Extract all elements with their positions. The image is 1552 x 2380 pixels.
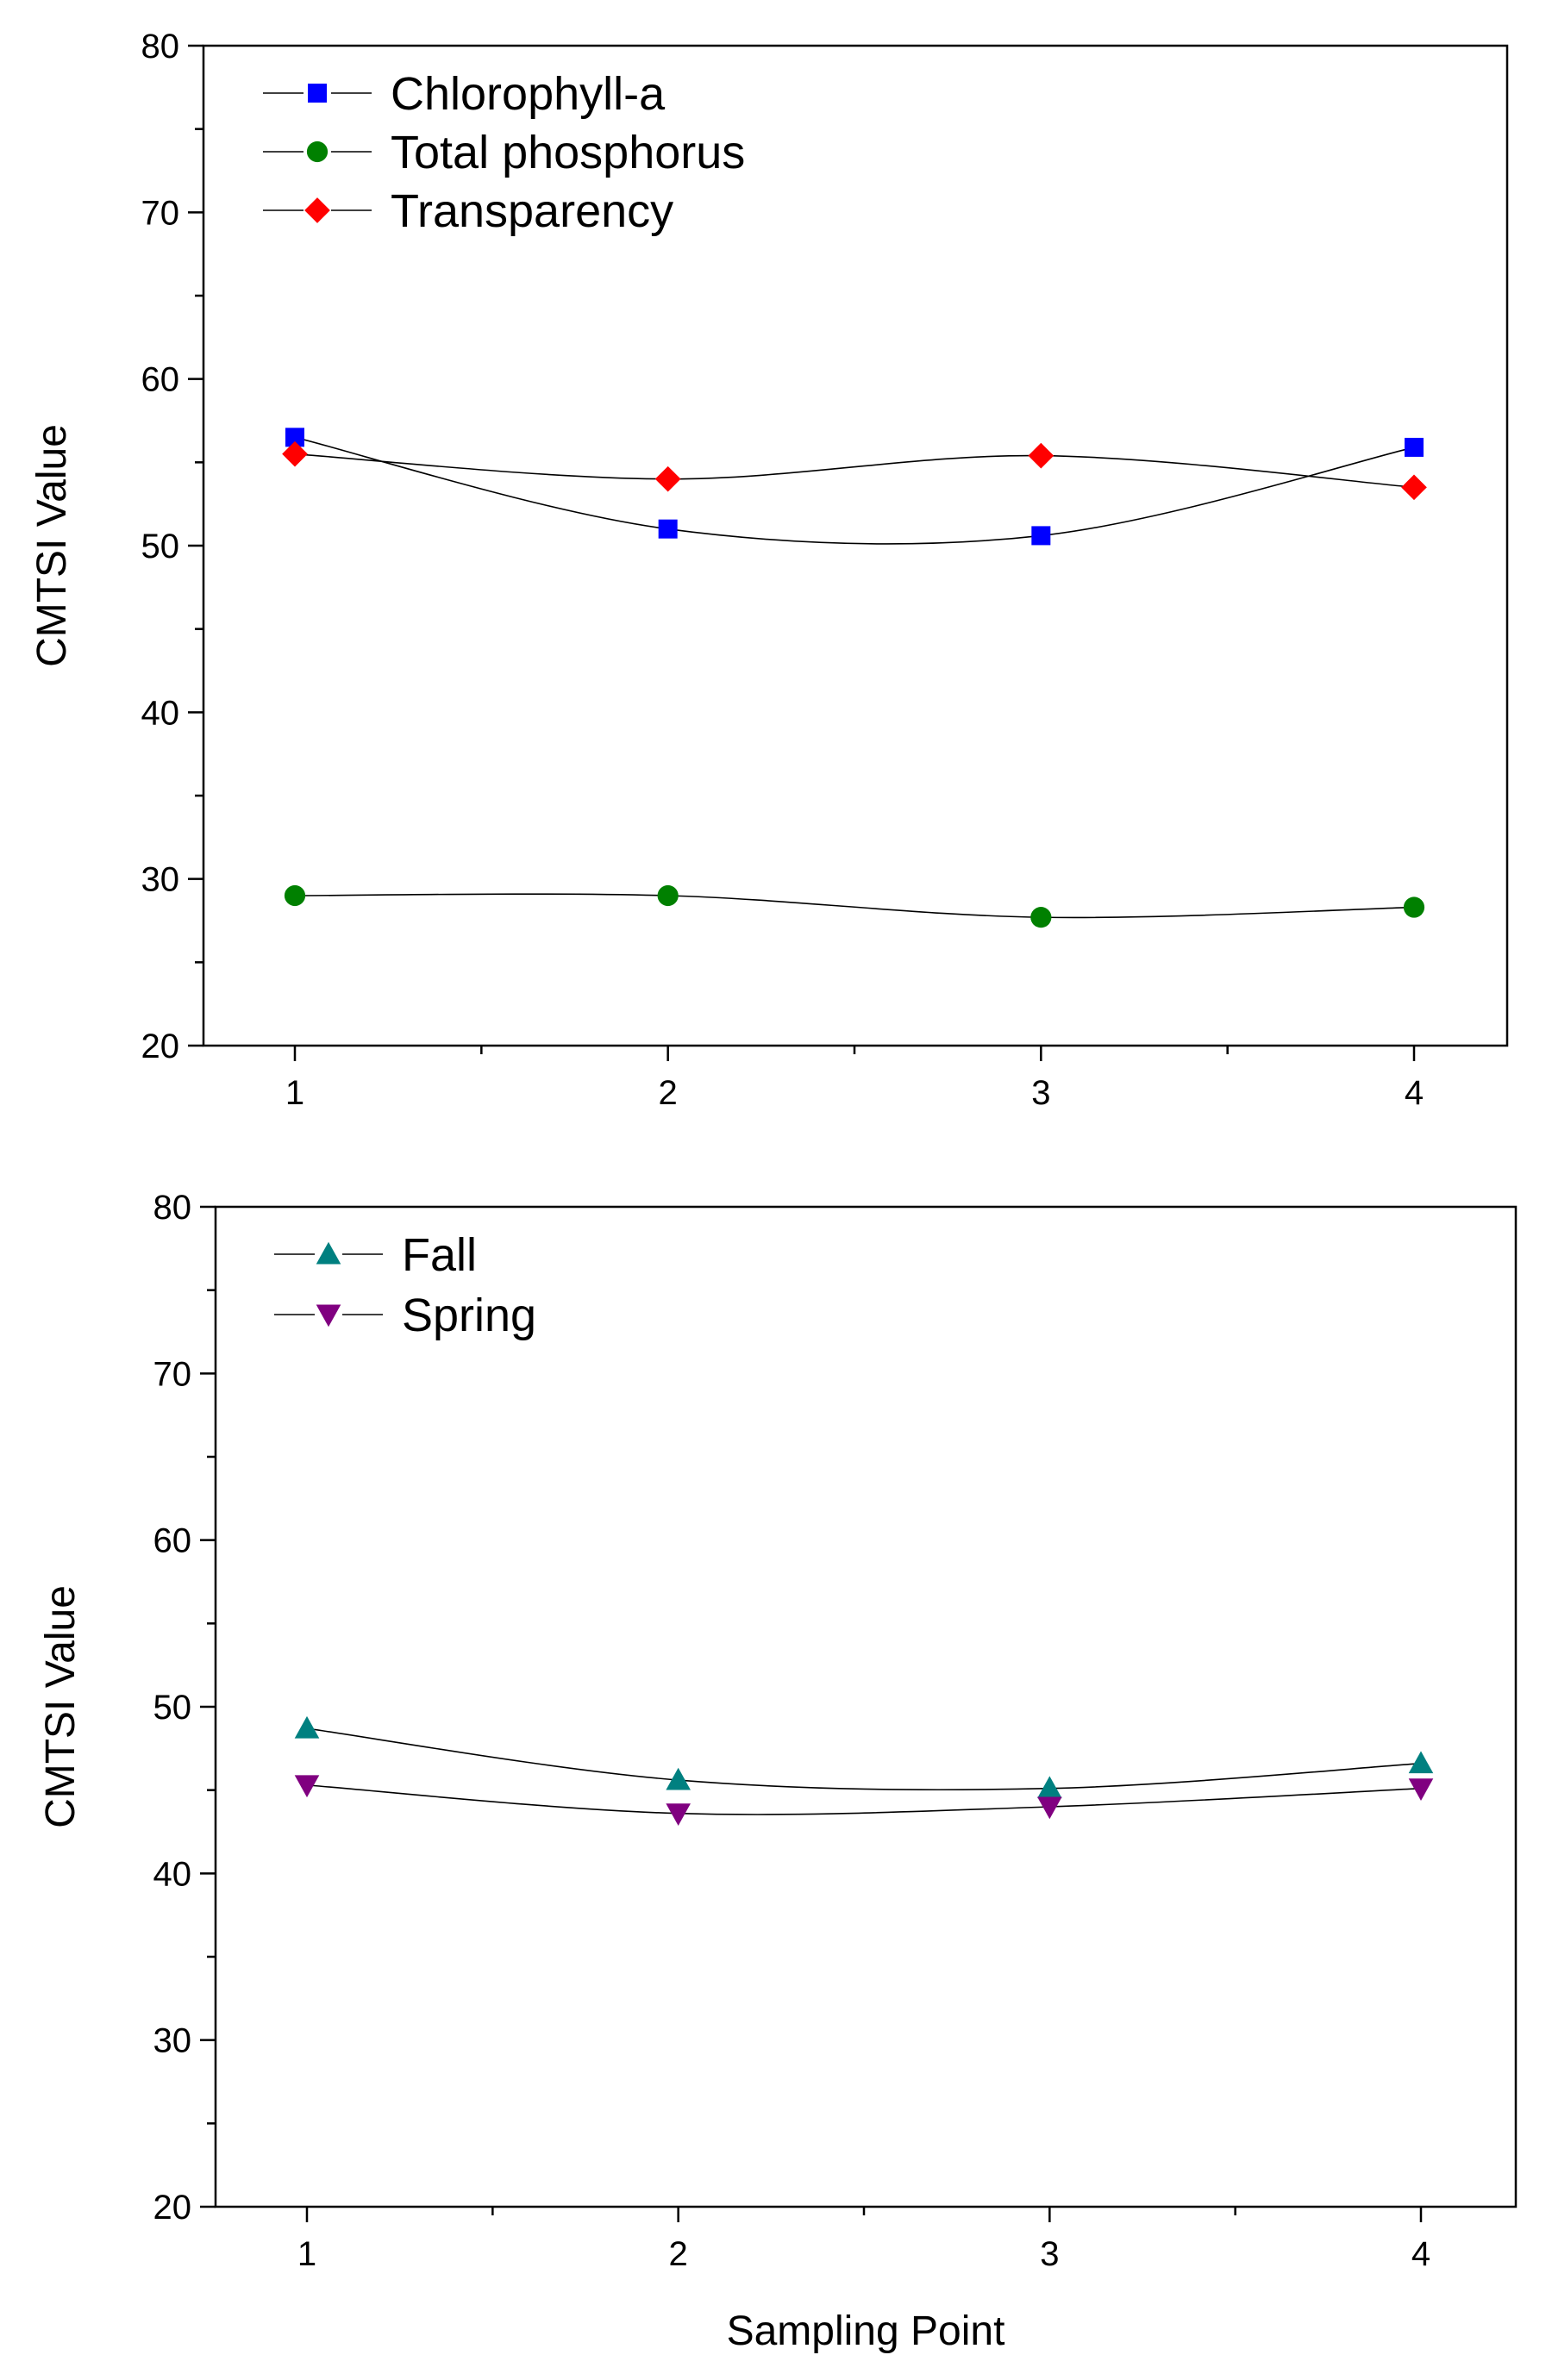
legend-label: Fall [402, 1229, 477, 1281]
data-point [1028, 442, 1054, 469]
data-point [1037, 1796, 1062, 1820]
series-line [306, 1784, 1422, 1815]
data-point [1408, 1778, 1434, 1802]
legend-label: Transparency [391, 185, 673, 237]
y-tick-label: 50 [153, 1689, 192, 1727]
data-point [666, 1767, 691, 1790]
x-tick-label: 4 [1405, 1074, 1424, 1112]
data-point [294, 1715, 320, 1739]
y-tick-label: 40 [153, 1855, 192, 1893]
legend-marker [304, 197, 330, 223]
data-point [666, 1803, 691, 1827]
data-point [657, 884, 679, 907]
data-point [1037, 1776, 1062, 1799]
y-tick-label: 70 [141, 194, 180, 232]
series-line [306, 1727, 1422, 1791]
plot-frame [214, 1205, 1518, 2208]
chart-top: 20 30 40 50 60 70 80 1 2 3 4 CMTSI Value Chlorophyll… [29, 28, 1509, 1112]
data-point [1031, 526, 1051, 546]
y-axis-title: CMTSI Value [29, 424, 75, 667]
data-point [654, 465, 681, 492]
x-axis-title: Sampling Point [727, 2308, 1005, 2354]
legend-marker [316, 1241, 341, 1265]
y-tick-label: 40 [141, 694, 180, 732]
x-tick-label: 1 [297, 2235, 316, 2273]
data-point [1408, 1751, 1434, 1774]
series-line [294, 893, 1415, 919]
x-tick-label: 3 [1031, 1074, 1050, 1112]
y-tick-label: 80 [141, 28, 180, 66]
series-line [294, 453, 1415, 489]
x-tick-label: 1 [285, 1074, 304, 1112]
x-tick-label: 3 [1040, 2235, 1059, 2273]
data-point [294, 1775, 320, 1798]
y-tick-label: 80 [153, 1189, 192, 1227]
data-point [1030, 907, 1052, 928]
y-axis-title: CMTSI Value [38, 1585, 84, 1828]
y-tick-label: 30 [141, 861, 180, 899]
chart-bottom: 20 30 40 50 60 70 80 1 2 3 4 CMTSI Value Sampling Po… [38, 1189, 1518, 2354]
legend-label: Total phosphorus [391, 127, 745, 178]
y-tick-label: 30 [153, 2022, 192, 2060]
data-point [1405, 437, 1424, 457]
data-point [282, 440, 308, 467]
y-tick-label: 70 [153, 1355, 192, 1393]
x-tick-label: 2 [659, 1074, 678, 1112]
data-point [1403, 896, 1425, 918]
data-point [284, 884, 306, 907]
series-line [294, 436, 1415, 545]
y-tick-label: 20 [141, 1028, 180, 1065]
x-tick-label: 4 [1411, 2235, 1430, 2273]
legend-marker [308, 84, 327, 103]
y-tick-label: 20 [153, 2189, 192, 2227]
data-point [658, 519, 678, 539]
data-point [1401, 474, 1427, 501]
legend-label: Chlorophyll-a [391, 68, 666, 120]
legend-marker [316, 1304, 341, 1327]
legend-marker [306, 141, 329, 163]
y-tick-label: 60 [153, 1522, 192, 1560]
y-tick-label: 50 [141, 528, 180, 565]
x-tick-label: 2 [669, 2235, 688, 2273]
legend-label: Spring [402, 1290, 536, 1341]
data-point [285, 428, 304, 447]
y-tick-label: 60 [141, 361, 180, 399]
